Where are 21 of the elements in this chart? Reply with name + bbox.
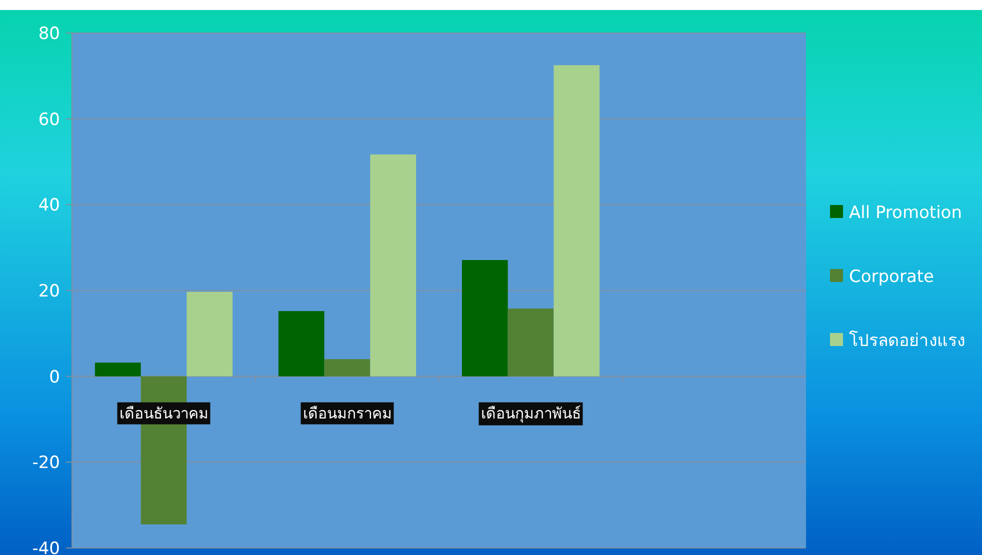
y-tick-label: 40 <box>38 196 60 216</box>
y-tick-label: 0 <box>49 367 60 388</box>
y-tick-label: -20 <box>32 453 60 474</box>
x-tick-label: เดือนมกราคม <box>302 404 392 422</box>
bar <box>186 292 233 376</box>
y-tick-label: 20 <box>38 282 60 302</box>
bar <box>94 362 141 376</box>
bar <box>462 260 508 376</box>
x-tick-label: เดือนกุมภาพันธ์ <box>480 404 581 424</box>
bar <box>278 311 324 376</box>
legend-label: โปรลดอย่างแรง <box>849 330 965 351</box>
bar <box>324 359 370 376</box>
bar <box>508 308 554 376</box>
bar <box>554 65 600 376</box>
y-tick-label: 60 <box>38 110 60 130</box>
y-tick-label: -40 <box>32 539 60 555</box>
bar <box>370 154 416 376</box>
y-tick-label: 80 <box>38 24 60 44</box>
x-tick-label: เดือนธันวาคม <box>119 404 208 422</box>
legend-label: All Promotion <box>849 203 962 223</box>
legend-label: Corporate <box>849 267 934 287</box>
